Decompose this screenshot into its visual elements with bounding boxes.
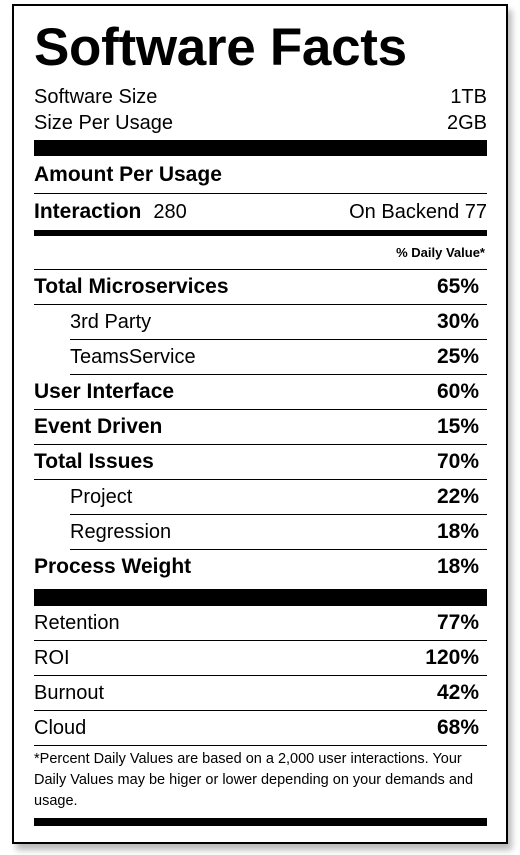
thick-rule	[34, 589, 487, 606]
size-value: 1TB	[450, 85, 487, 108]
fact-row: Event Driven 15%	[34, 410, 487, 445]
fact-value: 15%	[436, 415, 479, 438]
fact-value: 120%	[425, 646, 479, 669]
rows: Total Microservices 65% 3rd Party 30% TeamsS…	[34, 270, 487, 584]
fact-value: 65%	[436, 275, 479, 298]
sizes: Software Size 1TB Size Per Usage 2GB	[34, 84, 487, 136]
fact-row: User Interface 60%	[34, 375, 487, 410]
fact-value: 22%	[436, 485, 479, 508]
interaction-left: Interaction 280	[34, 200, 187, 224]
interaction-label: Interaction	[34, 200, 142, 223]
fact-label: Regression	[70, 520, 172, 543]
medium-rule	[34, 230, 487, 236]
daily-value-text: % Daily Value*	[396, 245, 485, 260]
fact-value: 60%	[436, 380, 479, 403]
fact-row: ROI 120%	[34, 641, 487, 676]
fact-label: Burnout	[34, 681, 105, 704]
title: Software Facts	[34, 18, 407, 77]
fact-value: 77%	[436, 611, 479, 634]
fact-value: 18%	[436, 520, 479, 543]
amount-heading: Amount Per Usage	[34, 156, 487, 194]
interaction-right: On Backend 77	[349, 200, 487, 223]
fact-value: 25%	[436, 345, 479, 368]
fact-label: User Interface	[34, 380, 175, 403]
fact-label: ROI	[34, 646, 70, 669]
fact-row: Total Issues 70%	[34, 445, 487, 480]
fact-row: Process Weight 18%	[34, 550, 487, 584]
fact-value: 18%	[436, 555, 479, 578]
fact-label: 3rd Party	[70, 310, 152, 333]
extra-rows: Retention 77% ROI 120% Burnout 42% Cloud 68%	[34, 606, 487, 746]
fact-row: Project 22%	[70, 480, 487, 515]
fact-label: Process Weight	[34, 555, 192, 578]
size-label: Software Size	[34, 85, 158, 108]
fact-label: Cloud	[34, 716, 87, 739]
thick-rule	[34, 140, 487, 156]
fact-value: 30%	[436, 310, 479, 333]
fact-row: TeamsService 25%	[70, 340, 487, 375]
fact-label: Retention	[34, 611, 120, 634]
size-label: Size Per Usage	[34, 111, 173, 134]
fact-label: TeamsService	[70, 345, 196, 368]
size-row: Software Size 1TB	[34, 84, 487, 110]
size-value: 2GB	[446, 111, 487, 134]
fact-row: 3rd Party 30%	[70, 305, 487, 340]
interaction-value: 280	[153, 201, 187, 223]
size-row: Size Per Usage 2GB	[34, 110, 487, 136]
fact-value: 70%	[436, 450, 479, 473]
facts-label: Software Facts Software Size 1TB Size Per …	[12, 4, 508, 844]
fact-row: Retention 77%	[34, 606, 487, 641]
fact-row: Regression 18%	[70, 515, 487, 550]
label-content: Software Facts Software Size 1TB Size Per …	[34, 12, 487, 826]
fact-row: Burnout 42%	[34, 676, 487, 711]
interaction-row: Interaction 280 On Backend 77	[34, 194, 487, 230]
bottom-rule	[34, 818, 487, 826]
fact-value: 68%	[436, 716, 479, 739]
fact-row: Cloud 68%	[34, 711, 487, 746]
daily-value-heading: % Daily Value*	[34, 236, 487, 270]
footnote: *Percent Daily Values are based on a 2,0…	[34, 751, 474, 809]
fact-label: Total Issues	[34, 450, 154, 473]
fact-label: Total Microservices	[34, 275, 229, 298]
fact-label: Project	[70, 485, 133, 508]
fact-value: 42%	[436, 681, 479, 704]
fact-label: Event Driven	[34, 415, 163, 438]
fact-row: Total Microservices 65%	[34, 270, 487, 305]
